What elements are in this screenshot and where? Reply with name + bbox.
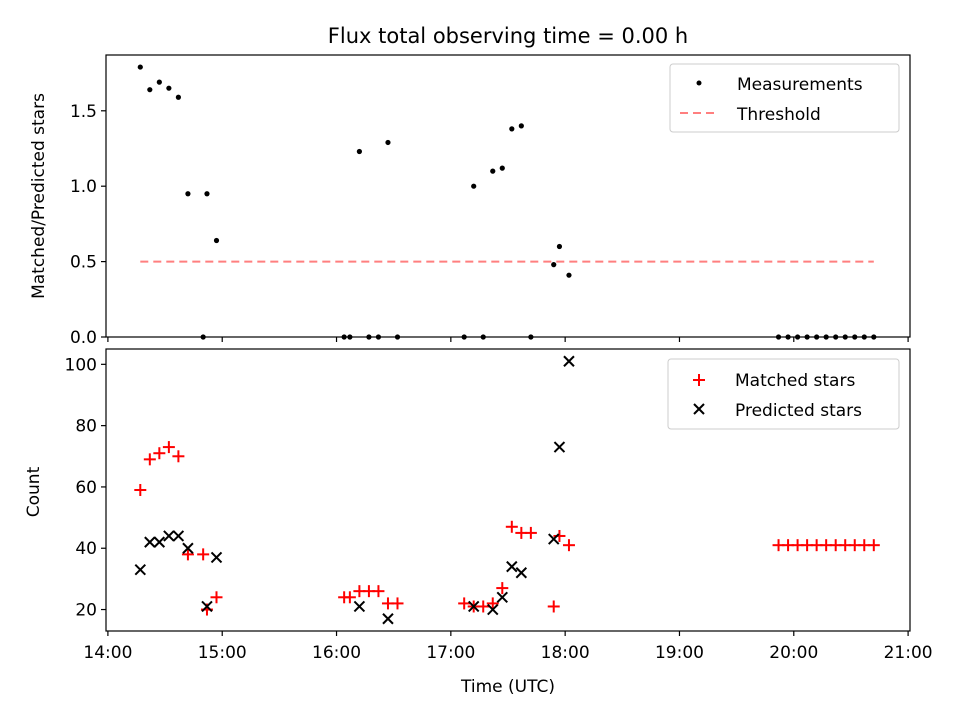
- matched-star-point: [134, 484, 147, 496]
- top-legend-box: [669, 63, 900, 133]
- predicted-star-point: [201, 600, 213, 613]
- measurement-point: [566, 272, 572, 278]
- predicted-star-point: [153, 536, 166, 548]
- predicted-star-point: [382, 613, 394, 625]
- measurement-point: [213, 237, 220, 244]
- x-tick-label: 20:00: [769, 643, 818, 663]
- bottom-y-ticks: 20 40 60 80 100: [65, 355, 106, 621]
- matched-star-point: [867, 539, 880, 552]
- predicted-star-point: [163, 530, 175, 542]
- predicted-star-point: [353, 600, 366, 613]
- matched-star-point: [505, 520, 518, 533]
- legend-measurements-marker: [696, 80, 702, 86]
- predicted-star-point: [144, 536, 156, 548]
- predicted-star-point: [563, 355, 575, 367]
- measurement-point: [156, 79, 162, 85]
- legend-predicted-marker: [693, 403, 705, 415]
- measurement-point: [471, 183, 477, 189]
- measurement-point: [385, 139, 391, 146]
- x-tick-label: 19:00: [655, 643, 704, 663]
- predicted-star-point: [172, 530, 185, 542]
- matched-star-point: [458, 597, 471, 610]
- measurement-point: [185, 191, 191, 197]
- y-tick-label: 1.5: [70, 102, 97, 122]
- y-tick-label: 100: [65, 355, 97, 375]
- bottom-axes-frame: [105, 348, 911, 632]
- predicted-star-point: [487, 603, 499, 616]
- matched-star-point: [153, 447, 166, 460]
- bottom-panel: 20 40 60 80 100 14:00 15:00 16:00 17:00 18:00 19:…: [24, 348, 933, 697]
- top-legend: Measurements Threshold: [669, 63, 900, 133]
- matched-star-point: [143, 453, 156, 466]
- predicted-star-point: [210, 551, 223, 564]
- y-tick-label: 0.0: [70, 328, 97, 348]
- measurement-point: [551, 262, 557, 268]
- y-tick-label: 40: [75, 539, 97, 559]
- top-y-ticks: 0.0 0.5 1.0 1.5: [70, 102, 106, 348]
- bottom-y-label: Count: [24, 466, 44, 517]
- matched-star-point: [162, 441, 175, 454]
- predicted-star-point: [548, 533, 560, 545]
- legend-threshold-label: Threshold: [736, 105, 821, 125]
- measurement-point: [509, 126, 515, 132]
- y-tick-label: 20: [75, 601, 97, 621]
- y-tick-label: 1.0: [70, 177, 97, 197]
- matched-star-point: [181, 548, 194, 561]
- predicted-star-point: [134, 563, 147, 576]
- bottom-legend: Matched stars Predicted stars: [667, 358, 900, 430]
- measurement-point: [204, 191, 210, 197]
- matched-star-point: [524, 526, 537, 539]
- bottom-legend-box: [667, 358, 900, 430]
- legend-predicted-label: Predicted stars: [735, 401, 862, 421]
- measurement-point: [356, 148, 362, 155]
- matched-star-point: [496, 582, 509, 595]
- measurement-point: [556, 243, 563, 250]
- measurement-point: [490, 168, 496, 174]
- legend-matched-label: Matched stars: [735, 371, 855, 391]
- matched-star-point: [172, 450, 185, 463]
- predicted-star-point: [182, 542, 194, 554]
- x-tick-label: 15:00: [198, 643, 247, 663]
- matched-star-point: [547, 600, 560, 613]
- y-tick-label: 80: [75, 417, 97, 437]
- matched-star-point: [197, 548, 210, 561]
- measurement-point: [175, 94, 181, 100]
- x-tick-label: 16:00: [312, 643, 361, 663]
- y-tick-label: 0.5: [70, 253, 97, 273]
- matched-star-point: [391, 597, 404, 610]
- predicted-star-point: [553, 441, 566, 453]
- x-tick-label: 18:00: [541, 643, 590, 663]
- top-title: Flux total observing time = 0.00 h: [328, 24, 688, 48]
- bottom-x-label: Time (UTC): [460, 677, 555, 697]
- y-tick-label: 60: [75, 478, 97, 498]
- top-panel: Flux total observing time = 0.00 h 0.00.…: [29, 24, 911, 348]
- matched-star-point: [343, 591, 356, 604]
- predicted-star-point: [496, 591, 508, 603]
- x-tick-label: 21:00: [884, 643, 933, 663]
- matched-star-point: [486, 597, 499, 610]
- bottom-plot-marks: [134, 355, 880, 625]
- measurement-point: [166, 85, 172, 91]
- bottom-x-ticks: 14:00 15:00 16:00 17:00 18:00 19:00 20:00 21:00: [83, 631, 933, 663]
- legend-measurements-label: Measurements: [737, 75, 863, 95]
- top-axes-frame: [105, 54, 911, 338]
- measurement-point: [147, 87, 153, 93]
- x-tick-label: 17:00: [426, 643, 475, 663]
- predicted-star-point: [515, 567, 528, 579]
- predicted-star-point: [467, 600, 480, 613]
- matched-star-point: [210, 591, 223, 604]
- matched-star-point: [562, 539, 575, 552]
- measurement-point: [518, 123, 524, 129]
- measurement-point: [499, 165, 505, 171]
- matched-star-point: [477, 600, 490, 613]
- legend-matched-marker: [693, 374, 705, 386]
- x-tick-label: 14:00: [83, 643, 132, 663]
- matched-star-point: [372, 585, 385, 598]
- predicted-star-point: [506, 560, 518, 573]
- top-x-ticks: [107, 337, 909, 342]
- top-y-label: Matched/Predicted stars: [29, 93, 49, 299]
- measurement-point: [137, 64, 143, 70]
